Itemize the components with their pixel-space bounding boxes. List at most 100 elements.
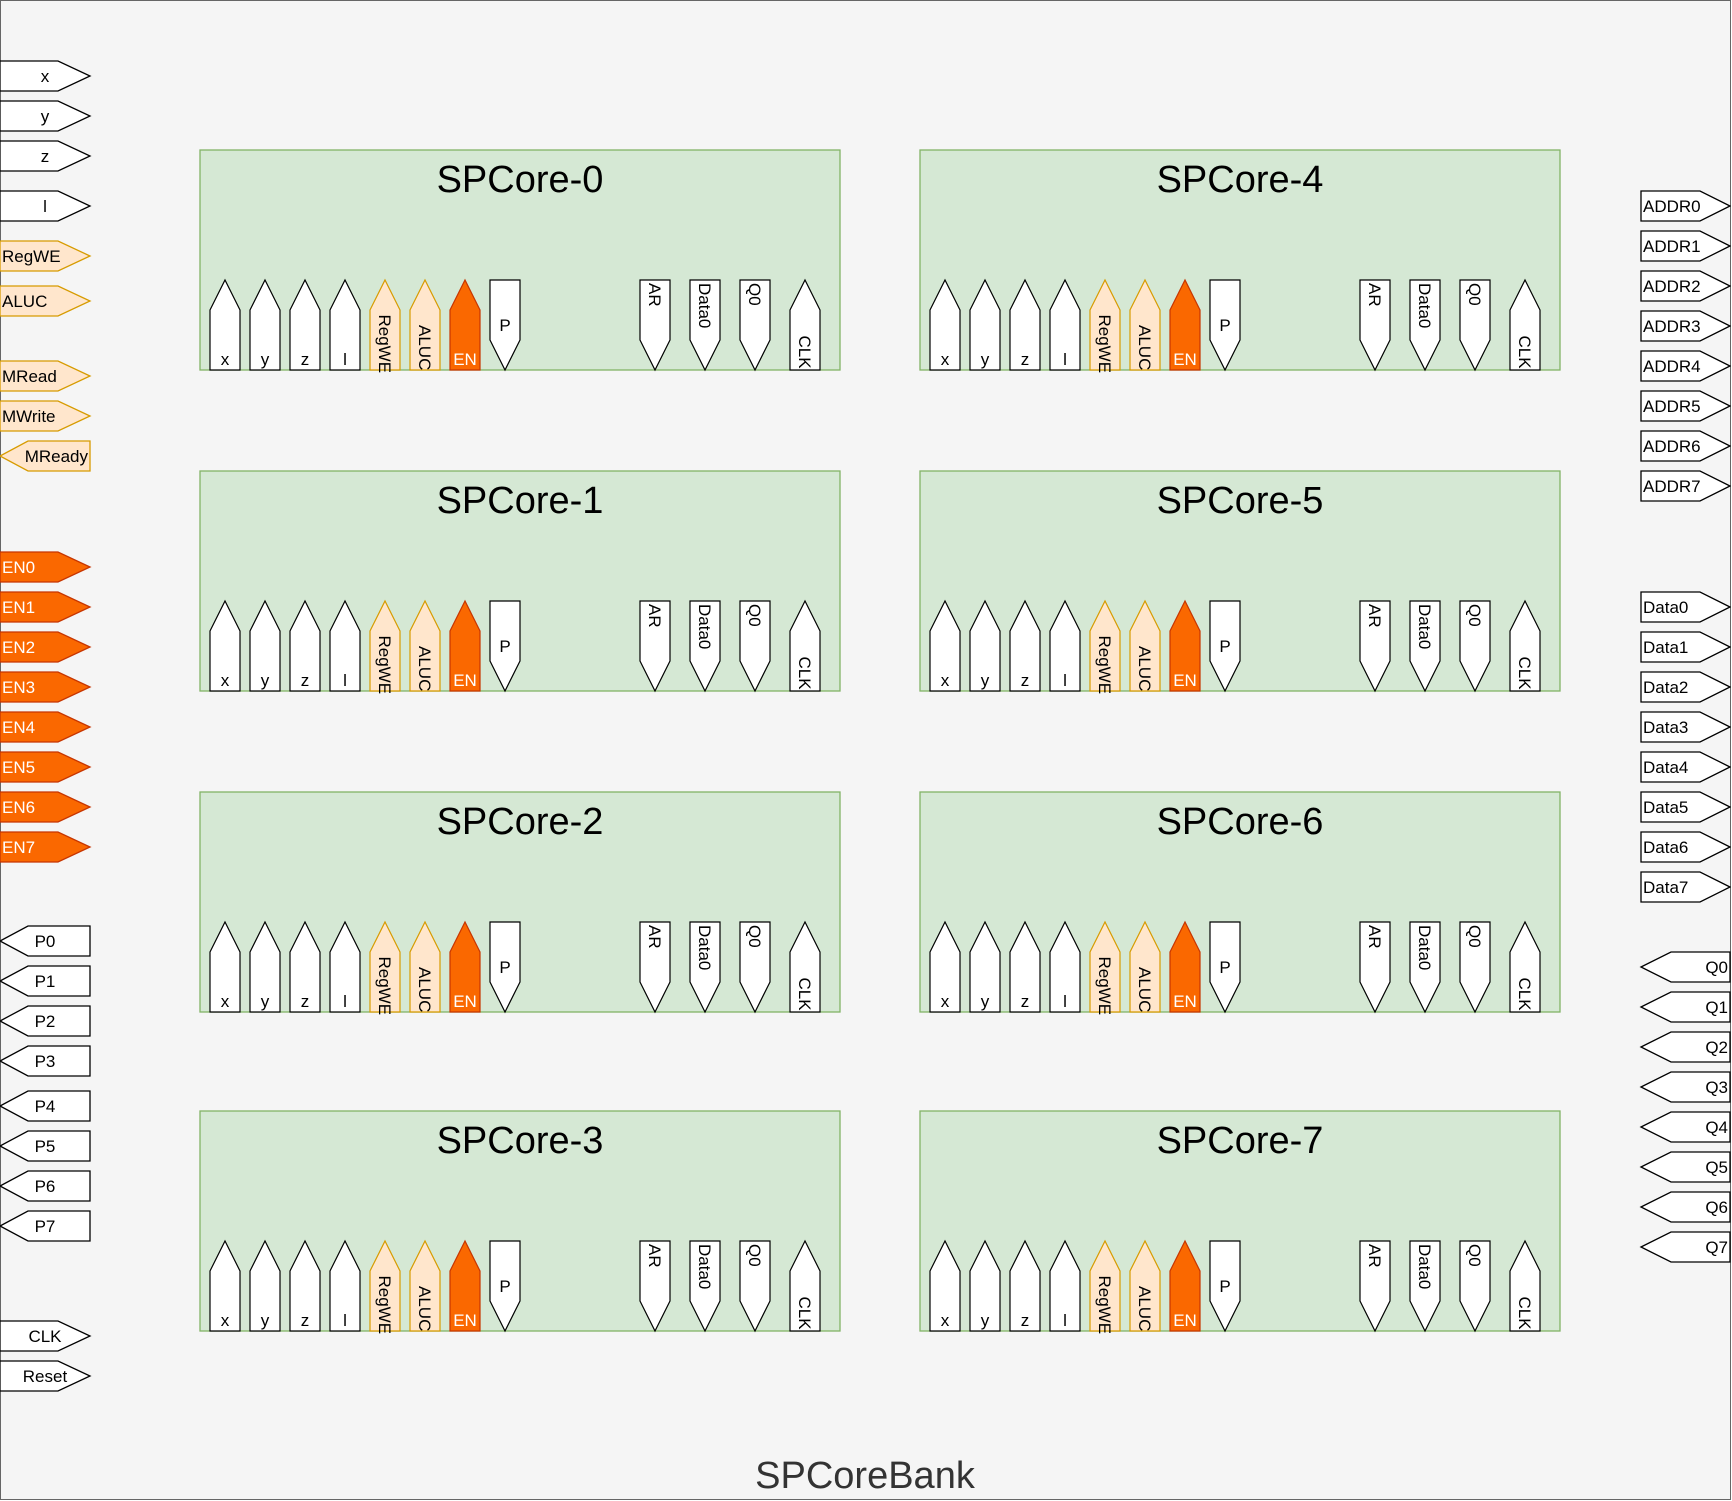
core-pin-label: CLK bbox=[795, 978, 814, 1012]
core-title: SPCore-4 bbox=[1157, 159, 1324, 201]
core-pin-label: Q0 bbox=[1465, 604, 1484, 627]
core-pin-label: EN bbox=[453, 992, 477, 1011]
port-data2: Data2 bbox=[1640, 671, 1731, 703]
core-pin-shape bbox=[369, 599, 401, 692]
port-label: EN2 bbox=[2, 638, 35, 657]
core-pin-shape bbox=[929, 920, 961, 1013]
core-pin-x: x bbox=[929, 1239, 961, 1332]
left-port-column: x y z l RegWE ALUC MRead MWrite MReady EN0 EN1 EN2 E… bbox=[0, 60, 92, 1392]
port-label: ALUC bbox=[2, 292, 47, 311]
core-pin-shape bbox=[1209, 600, 1241, 693]
core-pin-shape bbox=[489, 921, 521, 1014]
port-label: Data4 bbox=[1643, 758, 1688, 777]
port-x: x bbox=[0, 60, 92, 92]
core-pin-regwe: RegWE bbox=[1089, 599, 1121, 695]
core-pin-label: l bbox=[343, 1311, 347, 1330]
port-shape bbox=[0, 400, 92, 432]
core-pin-label: x bbox=[941, 671, 950, 690]
core-pin-shape bbox=[639, 921, 671, 1014]
core-pin-shape bbox=[289, 278, 321, 371]
core-pin-label: y bbox=[261, 671, 270, 690]
port-label: ADDR4 bbox=[1643, 357, 1701, 376]
core-pin-clk: CLK bbox=[1509, 599, 1541, 692]
port-q4: Q4 bbox=[1639, 1111, 1731, 1143]
core-pin-shape bbox=[789, 278, 821, 371]
core-pin-shape bbox=[739, 1240, 771, 1333]
port-q0: Q0 bbox=[1639, 951, 1731, 983]
port-label: P5 bbox=[35, 1137, 56, 1156]
core-pin-label: x bbox=[221, 671, 230, 690]
core-pin-ar: AR bbox=[639, 600, 671, 693]
core-pin-shape bbox=[1409, 1240, 1441, 1333]
port-shape bbox=[0, 240, 92, 272]
core-pin-label: AR bbox=[645, 604, 664, 628]
core-pin-shape bbox=[209, 278, 241, 371]
core-pin-label: z bbox=[301, 1311, 310, 1330]
port-data5: Data5 bbox=[1640, 791, 1731, 823]
core-pin-data0: Data0 bbox=[1409, 1240, 1441, 1333]
port-p4: P4 bbox=[0, 1090, 91, 1122]
core-pin-shape bbox=[1409, 279, 1441, 372]
core-pin-en: EN bbox=[1169, 599, 1201, 692]
core-pin-label: x bbox=[941, 992, 950, 1011]
core-pin-label: AR bbox=[645, 283, 664, 307]
core-pin-label: z bbox=[1021, 671, 1030, 690]
core-pin-p: P bbox=[1209, 1240, 1241, 1333]
port-label: Data1 bbox=[1643, 638, 1688, 657]
core-pin-label: RegWE bbox=[1095, 315, 1114, 374]
core-pin-label: AR bbox=[1365, 604, 1384, 628]
port-shape bbox=[1640, 591, 1731, 623]
port-label: Q7 bbox=[1705, 1238, 1728, 1257]
core-pin-shape bbox=[1359, 279, 1391, 372]
core-pin-shape bbox=[449, 278, 481, 371]
core-pin-shape bbox=[449, 1239, 481, 1332]
core-pin-label: ALUC bbox=[1135, 967, 1154, 1012]
port-label: EN0 bbox=[2, 558, 35, 577]
core-pin-ar: AR bbox=[1359, 921, 1391, 1014]
port-shape bbox=[1639, 1231, 1731, 1263]
port-label: z bbox=[41, 147, 50, 166]
core-pin-shape bbox=[929, 278, 961, 371]
port-shape bbox=[0, 591, 92, 623]
port-label: Reset bbox=[23, 1367, 68, 1386]
core-pin-en: EN bbox=[449, 278, 481, 371]
port-label: x bbox=[41, 67, 50, 86]
core-pin-label: RegWE bbox=[1095, 636, 1114, 695]
port-q5: Q5 bbox=[1639, 1151, 1731, 1183]
core-pin-shape bbox=[369, 1239, 401, 1332]
core-pin-p: P bbox=[489, 1240, 521, 1333]
core-pin-y: y bbox=[249, 599, 281, 692]
port-label: MWrite bbox=[2, 407, 56, 426]
core-pin-shape bbox=[1209, 279, 1241, 372]
core-pin-label: P bbox=[499, 958, 510, 977]
core-pin-shape bbox=[1049, 599, 1081, 692]
core-pin-shape bbox=[1459, 600, 1491, 693]
core-pin-label: l bbox=[1063, 350, 1067, 369]
core-pin-label: z bbox=[301, 671, 310, 690]
core-pin-label: y bbox=[261, 992, 270, 1011]
core-pin-x: x bbox=[209, 920, 241, 1013]
port-label: P4 bbox=[35, 1097, 56, 1116]
core-pin-shape bbox=[249, 1239, 281, 1332]
core-pin-aluc: ALUC bbox=[409, 278, 441, 371]
core-pin-shape bbox=[1089, 920, 1121, 1013]
core-pin-shape bbox=[739, 921, 771, 1014]
core-pin-label: ALUC bbox=[415, 646, 434, 691]
core-spcore-0: SPCore-0 x y z l RegWE ALUC EN P AR Data0 Q0 CLK bbox=[199, 149, 841, 373]
core-pin-shape bbox=[1049, 1239, 1081, 1332]
core-title: SPCore-1 bbox=[437, 480, 604, 522]
core-pin-label: P bbox=[499, 637, 510, 656]
core-pin-p: P bbox=[489, 921, 521, 1014]
core-pin-aluc: ALUC bbox=[1129, 278, 1161, 371]
port-shape bbox=[1640, 871, 1731, 903]
core-pin-shape bbox=[409, 920, 441, 1013]
port-label: ADDR7 bbox=[1643, 477, 1701, 496]
core-pin-y: y bbox=[249, 278, 281, 371]
port-p3: P3 bbox=[0, 1045, 91, 1077]
core-pin-label: CLK bbox=[1515, 657, 1534, 691]
port-shape bbox=[1639, 1191, 1731, 1223]
port-regwe: RegWE bbox=[0, 240, 92, 272]
core-pin-x: x bbox=[209, 278, 241, 371]
port-shape bbox=[0, 140, 92, 172]
core-pin-en: EN bbox=[1169, 1239, 1201, 1332]
